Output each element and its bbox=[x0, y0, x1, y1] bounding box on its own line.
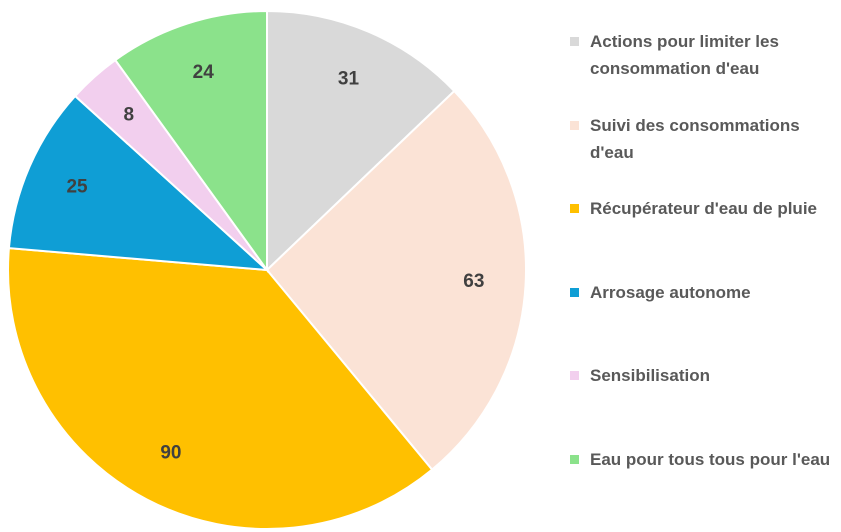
pie-slice bbox=[266, 9, 456, 273]
legend-swatch bbox=[570, 287, 579, 297]
pie-slice bbox=[113, 9, 268, 274]
legend-item: Eau pour tous tous pour l'eau bbox=[570, 446, 832, 473]
pie-slice bbox=[7, 94, 270, 272]
data-label: 25 bbox=[66, 176, 88, 197]
legend-swatch bbox=[570, 204, 579, 213]
data-label: 63 bbox=[463, 271, 484, 292]
legend-label: Eau pour tous tous pour l'eau bbox=[590, 449, 831, 469]
legend-item: Sensibilisation bbox=[570, 362, 832, 389]
data-label: 8 bbox=[124, 105, 135, 126]
data-label: 31 bbox=[338, 69, 360, 90]
data-label: 24 bbox=[193, 62, 215, 83]
legend-item: Suivi des consommations d'eau bbox=[570, 112, 832, 166]
pie-slice bbox=[7, 246, 434, 530]
legend-label: Sensibilisation bbox=[590, 366, 710, 385]
legend-item: Arrosage autonome bbox=[570, 279, 832, 306]
legend-swatch bbox=[570, 120, 579, 130]
data-label: 90 bbox=[160, 443, 181, 464]
legend-swatch bbox=[570, 371, 579, 380]
legend-label: Récupérateur d'eau de pluie bbox=[590, 199, 817, 218]
legend-label: Actions pour limiter les consommation d'… bbox=[590, 32, 779, 78]
legend-label: Suivi des consommations d'eau bbox=[590, 115, 800, 162]
legend-item: Récupérateur d'eau de pluie bbox=[570, 195, 832, 222]
pie-slice bbox=[265, 89, 527, 472]
legend-label: Arrosage autonome bbox=[590, 282, 751, 302]
chart: 31 63 90 25 8 24 bbox=[7, 9, 527, 530]
legend-swatch bbox=[570, 37, 579, 46]
legend-swatch bbox=[570, 454, 579, 464]
legend-item: Actions pour limiter les consommation d'… bbox=[570, 28, 832, 82]
